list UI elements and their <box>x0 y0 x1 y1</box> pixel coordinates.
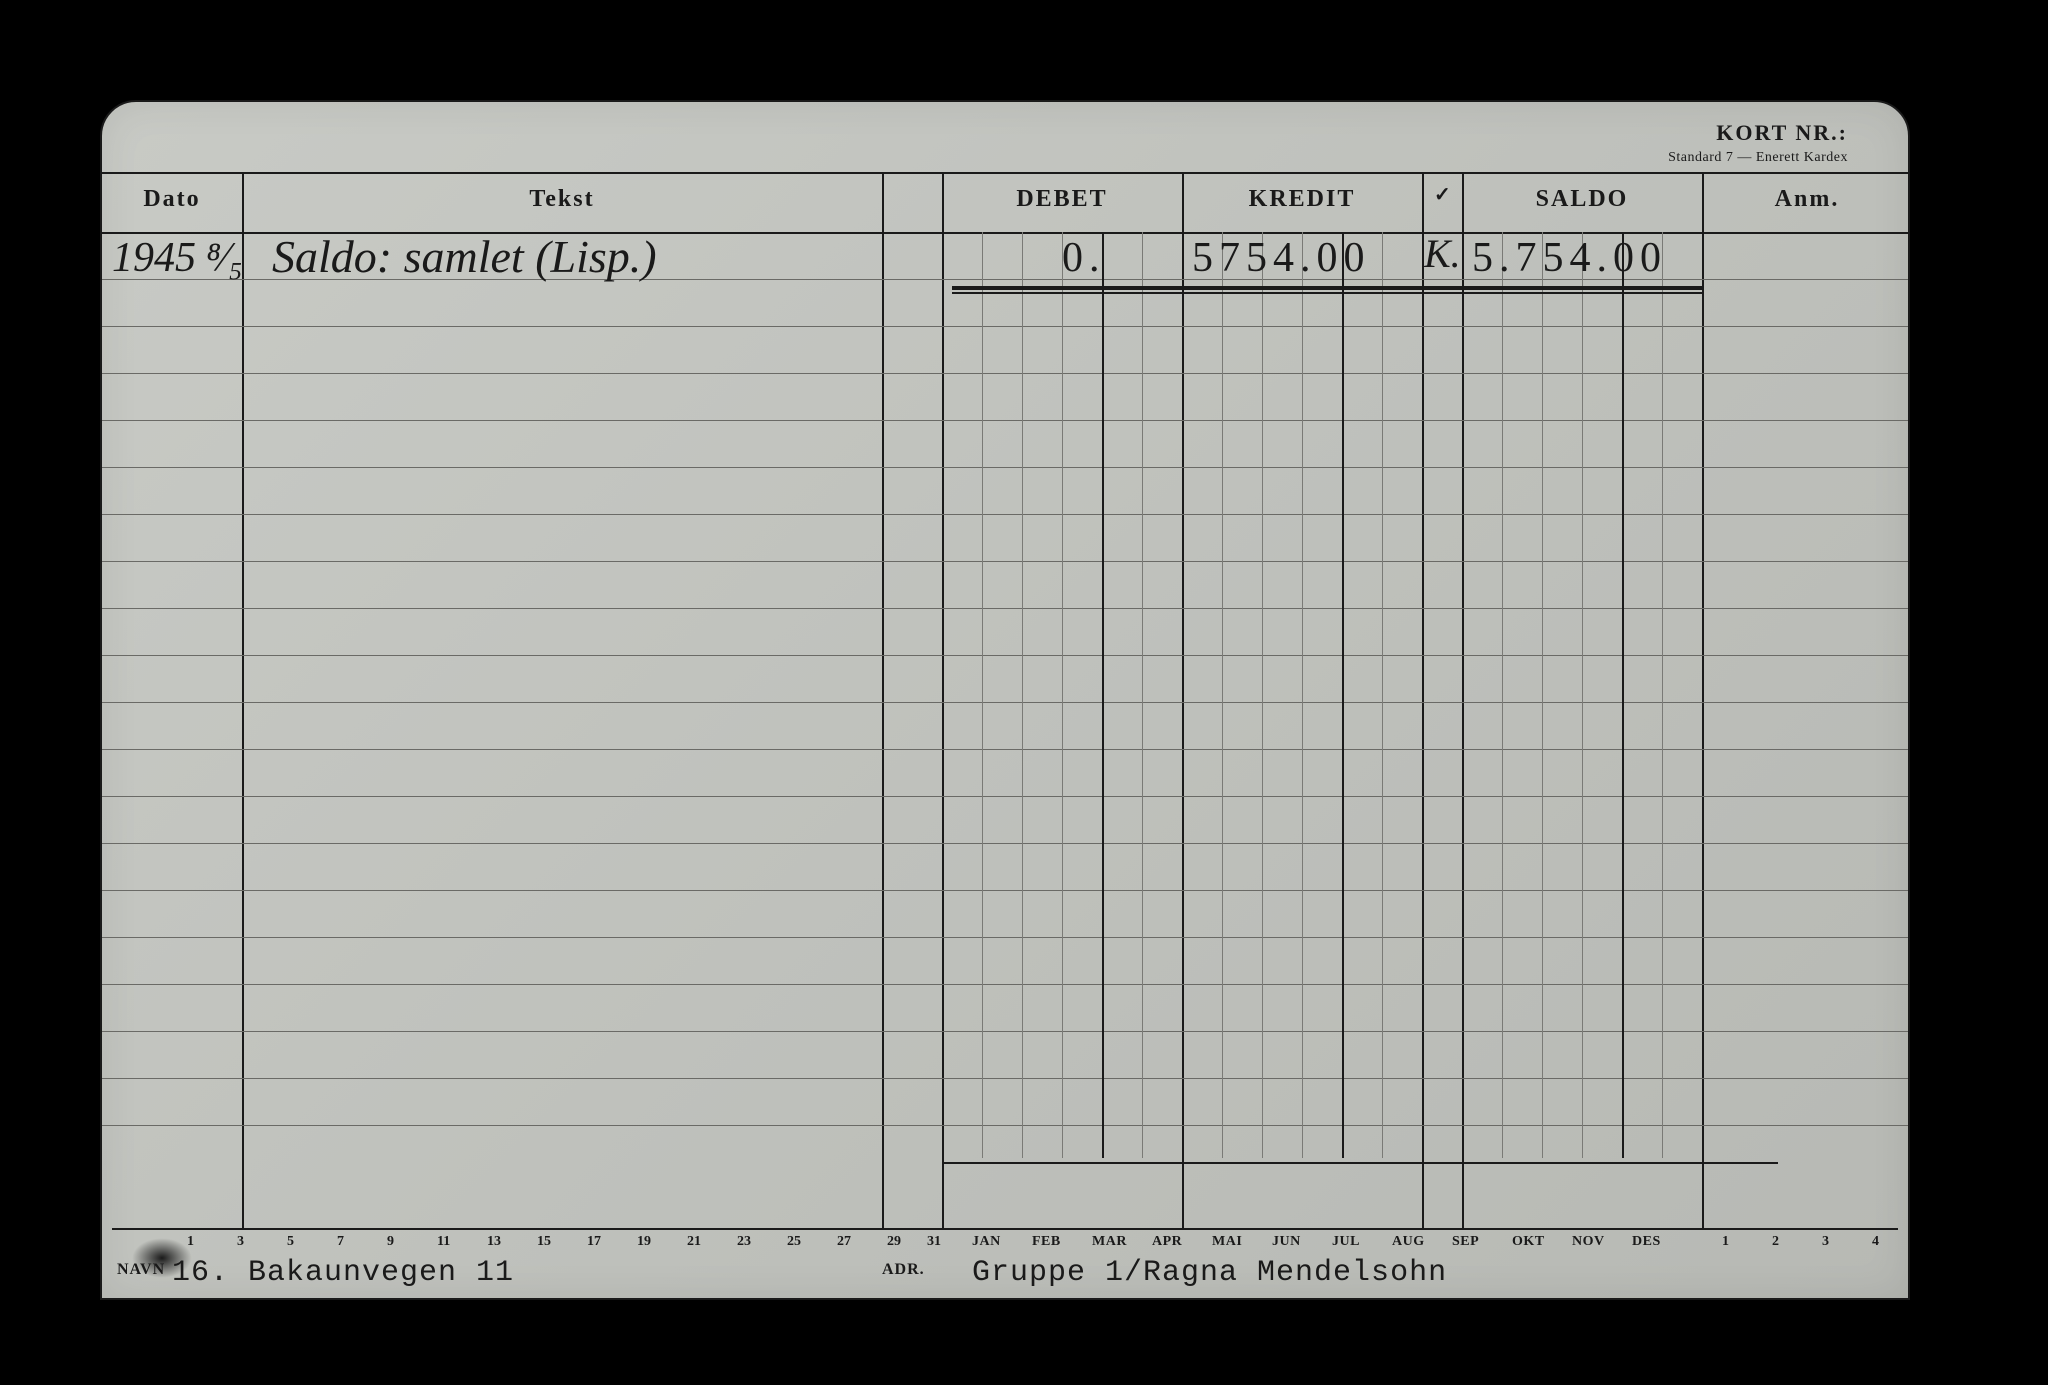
digit-guide <box>1222 232 1223 1158</box>
row-line <box>102 702 1908 703</box>
quarter-tick: 4 <box>1872 1234 1880 1250</box>
col-line <box>882 172 884 1228</box>
day-tick: 21 <box>687 1234 701 1250</box>
col-header-tekst: Tekst <box>242 186 882 213</box>
quarter-tick: 1 <box>1722 1234 1730 1250</box>
quarter-tick: 2 <box>1772 1234 1780 1250</box>
footer: 1 3 5 7 9 11 13 15 17 19 21 23 25 27 29 … <box>102 1228 1908 1298</box>
entry-tekst: Saldo: samlet (Lisp.) <box>272 230 657 283</box>
ink-smudge <box>132 1238 192 1278</box>
row-line <box>102 1031 1908 1032</box>
row-line <box>102 373 1908 374</box>
month-tick: NOV <box>1572 1234 1605 1250</box>
col-line <box>942 172 944 1228</box>
day-tick: 31 <box>927 1234 941 1250</box>
digit-guide <box>1262 232 1263 1158</box>
digit-guide <box>1582 232 1583 1158</box>
adr-label: ADR. <box>882 1261 925 1279</box>
row-line <box>102 467 1908 468</box>
day-tick: 15 <box>537 1234 551 1250</box>
day-tick: 19 <box>637 1234 651 1250</box>
col-line <box>1182 172 1184 1228</box>
col-line <box>1422 172 1424 1228</box>
day-tick: 25 <box>787 1234 801 1250</box>
month-tick: JUL <box>1332 1234 1360 1250</box>
digit-guide <box>1342 232 1344 1158</box>
day-tick: 5 <box>287 1234 294 1250</box>
digit-guide <box>1502 232 1503 1158</box>
digit-guide <box>1022 232 1023 1158</box>
day-tick: 13 <box>487 1234 501 1250</box>
digit-guide <box>1662 232 1663 1158</box>
digit-guide <box>1622 232 1624 1158</box>
month-tick: JUN <box>1272 1234 1301 1250</box>
month-tick: MAR <box>1092 1234 1127 1250</box>
day-tick: 11 <box>437 1234 450 1250</box>
row-line <box>102 937 1908 938</box>
header-top-rule <box>102 172 1908 174</box>
row-line <box>102 984 1908 985</box>
row-line <box>102 1078 1908 1079</box>
row-line <box>102 561 1908 562</box>
month-tick: APR <box>1152 1234 1182 1250</box>
kort-nr-label: KORT NR.: <box>1668 120 1848 146</box>
digit-guide <box>1382 232 1383 1158</box>
day-tick: 7 <box>337 1234 344 1250</box>
entry-debet: 0. <box>1062 234 1106 282</box>
col-line <box>1462 172 1464 1228</box>
row-line <box>102 326 1908 327</box>
col-header-debet: DEBET <box>942 186 1182 213</box>
ledger-card: KORT NR.: Standard 7 — Enerett Kardex Da… <box>100 100 1910 1300</box>
month-tick: AUG <box>1392 1234 1425 1250</box>
digit-guide <box>1542 232 1543 1158</box>
col-header-dato: Dato <box>102 186 242 213</box>
row-line <box>102 608 1908 609</box>
month-tick: SEP <box>1452 1234 1479 1250</box>
day-tick: 27 <box>837 1234 851 1250</box>
quarter-tick: 3 <box>1822 1234 1830 1250</box>
row-line <box>102 514 1908 515</box>
day-tick: 23 <box>737 1234 751 1250</box>
day-tick: 3 <box>237 1234 244 1250</box>
row-line <box>102 1125 1908 1126</box>
col-line <box>1702 172 1704 1228</box>
entry-kredit: 5754.00 <box>1192 234 1371 282</box>
month-tick: JAN <box>972 1234 1001 1250</box>
col-line <box>242 172 244 1228</box>
tick-row: 1 3 5 7 9 11 13 15 17 19 21 23 25 27 29 … <box>112 1228 1898 1250</box>
entry-saldo: 5.754.00 <box>1472 234 1667 282</box>
day-tick: 29 <box>887 1234 901 1250</box>
row-line <box>102 749 1908 750</box>
col-header-kredit: KREDIT <box>1182 186 1422 213</box>
entry-underline <box>952 286 1702 290</box>
month-tick: FEB <box>1032 1234 1061 1250</box>
month-tick: DES <box>1632 1234 1661 1250</box>
entry-dato: 1945 ⁸⁄₅ <box>112 234 243 282</box>
day-tick: 9 <box>387 1234 394 1250</box>
col-header-anm: Anm. <box>1702 186 1912 213</box>
row-line <box>102 420 1908 421</box>
month-tick: MAI <box>1212 1234 1242 1250</box>
row-line <box>102 843 1908 844</box>
row-line <box>102 655 1908 656</box>
row-line <box>102 796 1908 797</box>
entry-check: K. <box>1424 230 1461 277</box>
digit-guide <box>1142 232 1143 1158</box>
col-header-check: ✓ <box>1434 182 1451 207</box>
digit-guide <box>1302 232 1303 1158</box>
gruppe-value: Gruppe 1/Ragna Mendelsohn <box>972 1256 1447 1290</box>
digit-guide <box>982 232 983 1158</box>
standard-label: Standard 7 — Enerett Kardex <box>1668 150 1848 166</box>
row-line <box>102 890 1908 891</box>
digit-guide <box>1062 232 1063 1158</box>
digit-guide <box>1102 232 1104 1158</box>
card-header-right: KORT NR.: Standard 7 — Enerett Kardex <box>1668 120 1848 166</box>
navn-value: 16. Bakaunvegen 11 <box>172 1256 514 1290</box>
day-tick: 17 <box>587 1234 601 1250</box>
col-header-saldo: SALDO <box>1462 186 1702 213</box>
month-tick: OKT <box>1512 1234 1545 1250</box>
grid-bottom-rule <box>942 1162 1778 1164</box>
